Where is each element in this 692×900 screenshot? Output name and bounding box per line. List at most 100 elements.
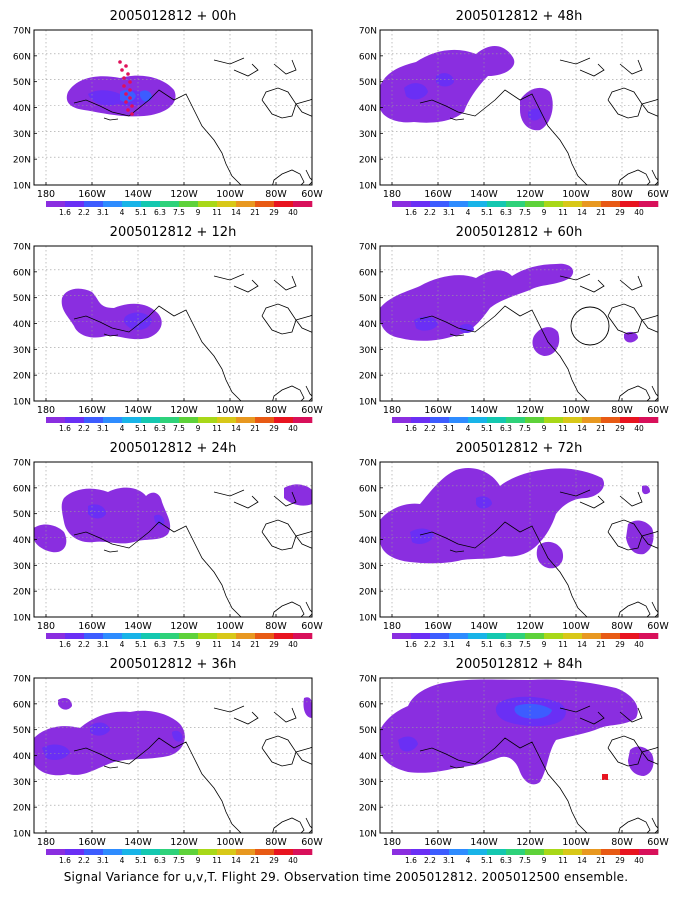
lon-label: 120W — [170, 837, 198, 848]
variance-field — [284, 484, 312, 506]
colorbar-label: 3.1 — [443, 424, 455, 433]
variance-field — [626, 520, 654, 555]
colorbar: 1.6 2.2 3.1 4 5.1 6.3 7.5 9 11 14 21 29 40 — [46, 633, 313, 649]
colorbar-swatch — [274, 633, 294, 639]
lat-label: 30N — [13, 562, 31, 572]
colorbar-label: 4 — [466, 424, 471, 433]
colorbar-swatch — [430, 201, 450, 207]
colorbar-swatch — [430, 417, 450, 423]
lon-label: 140W — [124, 189, 152, 200]
colorbar-swatch — [449, 417, 469, 423]
observation-dot — [122, 76, 126, 80]
colorbar-swatch — [620, 849, 640, 855]
colorbar-label: 5.1 — [481, 856, 493, 865]
colorbar-label: 4 — [120, 856, 125, 865]
lat-label: 40N — [13, 752, 31, 762]
colorbar-label: 7.5 — [519, 208, 531, 217]
colorbar-label: 6.3 — [500, 640, 512, 649]
panel-title: 2005012812 + 36h — [110, 657, 237, 672]
colorbar-swatch — [563, 201, 583, 207]
observation-dot — [124, 92, 128, 96]
colorbar-label: 40 — [634, 208, 644, 217]
lon-label: 180 — [37, 189, 55, 200]
colorbar-swatch — [179, 633, 199, 639]
variance-field — [398, 736, 418, 752]
colorbar-swatch — [411, 201, 431, 207]
variance-field — [532, 327, 560, 356]
lon-label: 60W — [647, 621, 669, 632]
panel-title: 2005012812 + 12h — [110, 225, 237, 240]
lon-label: 100W — [216, 405, 244, 416]
colorbar-swatch — [582, 633, 602, 639]
colorbar-label: 11 — [558, 640, 568, 649]
lon-label: 60W — [301, 405, 323, 416]
lat-label: 70N — [359, 459, 377, 469]
target-circle — [570, 306, 610, 346]
lat-label: 40N — [359, 104, 377, 114]
colorbar-label: 14 — [577, 640, 587, 649]
lat-label: 60N — [13, 52, 31, 62]
colorbar-swatch — [141, 633, 161, 639]
colorbar-label: 3.1 — [97, 424, 109, 433]
colorbar-label: 2.2 — [424, 424, 436, 433]
lat-label: 70N — [359, 27, 377, 37]
colorbar-swatch — [468, 201, 488, 207]
lon-label: 80W — [265, 837, 287, 848]
colorbar-swatch — [293, 849, 313, 855]
lat-label: 60N — [359, 700, 377, 710]
lon-label: 140W — [124, 837, 152, 848]
map-panel: 70N 60N 50N 40N 30N 20N 10N 180 160W 140W 120W 100W… — [359, 243, 670, 434]
observation-dot — [122, 84, 126, 88]
lon-label: 140W — [470, 621, 498, 632]
lat-label: 20N — [13, 588, 31, 598]
lat-label: 10N — [359, 182, 377, 192]
lon-label: 140W — [124, 405, 152, 416]
observation-dot — [130, 104, 134, 108]
colorbar-swatch — [46, 417, 66, 423]
lat-label: 10N — [13, 830, 31, 840]
lon-label: 180 — [383, 837, 401, 848]
colorbar-label: 40 — [288, 208, 298, 217]
colorbar-swatch — [179, 849, 199, 855]
lat-label: 40N — [13, 536, 31, 546]
observation-dot — [126, 72, 130, 76]
lon-label: 120W — [516, 405, 544, 416]
colorbar-label: 14 — [577, 856, 587, 865]
colorbar-label: 21 — [596, 424, 606, 433]
colorbar-swatch — [141, 849, 161, 855]
lon-label: 100W — [562, 405, 590, 416]
colorbar-swatch — [103, 417, 123, 423]
colorbar-swatch — [430, 849, 450, 855]
lon-label: 80W — [611, 189, 633, 200]
colorbar-swatch — [392, 417, 412, 423]
colorbar-swatch — [236, 201, 256, 207]
colorbar-swatch — [563, 849, 583, 855]
lat-label: 40N — [13, 104, 31, 114]
colorbar-swatch — [274, 201, 294, 207]
colorbar-label: 9 — [196, 208, 201, 217]
observation-dot — [128, 80, 132, 84]
colorbar-swatch — [620, 633, 640, 639]
map-panel: 70N 60N 50N 40N 30N 20N 10N 180 160W 140W 120W 100W… — [13, 675, 324, 866]
colorbar-label: 11 — [212, 856, 222, 865]
colorbar-label: 1.6 — [405, 424, 417, 433]
colorbar-swatch — [274, 417, 294, 423]
colorbar-swatch — [487, 849, 507, 855]
colorbar-swatch — [293, 633, 313, 639]
colorbar-swatch — [525, 201, 545, 207]
lon-label: 100W — [562, 621, 590, 632]
variance-field — [303, 697, 312, 718]
lon-label: 80W — [611, 405, 633, 416]
colorbar-swatch — [601, 417, 621, 423]
lon-label: 160W — [424, 837, 452, 848]
colorbar-swatch — [65, 417, 85, 423]
colorbar-label: 21 — [250, 424, 260, 433]
variance-field — [380, 679, 638, 785]
lat-label: 20N — [359, 588, 377, 598]
colorbar-swatch — [141, 201, 161, 207]
lon-label: 100W — [562, 837, 590, 848]
lat-label: 60N — [13, 484, 31, 494]
map-panel: 70N 60N 50N 40N 30N 20N 10N 180 160W 140W 120W 100W… — [13, 243, 324, 434]
colorbar-label: 1.6 — [59, 208, 71, 217]
variance-field — [410, 528, 434, 544]
